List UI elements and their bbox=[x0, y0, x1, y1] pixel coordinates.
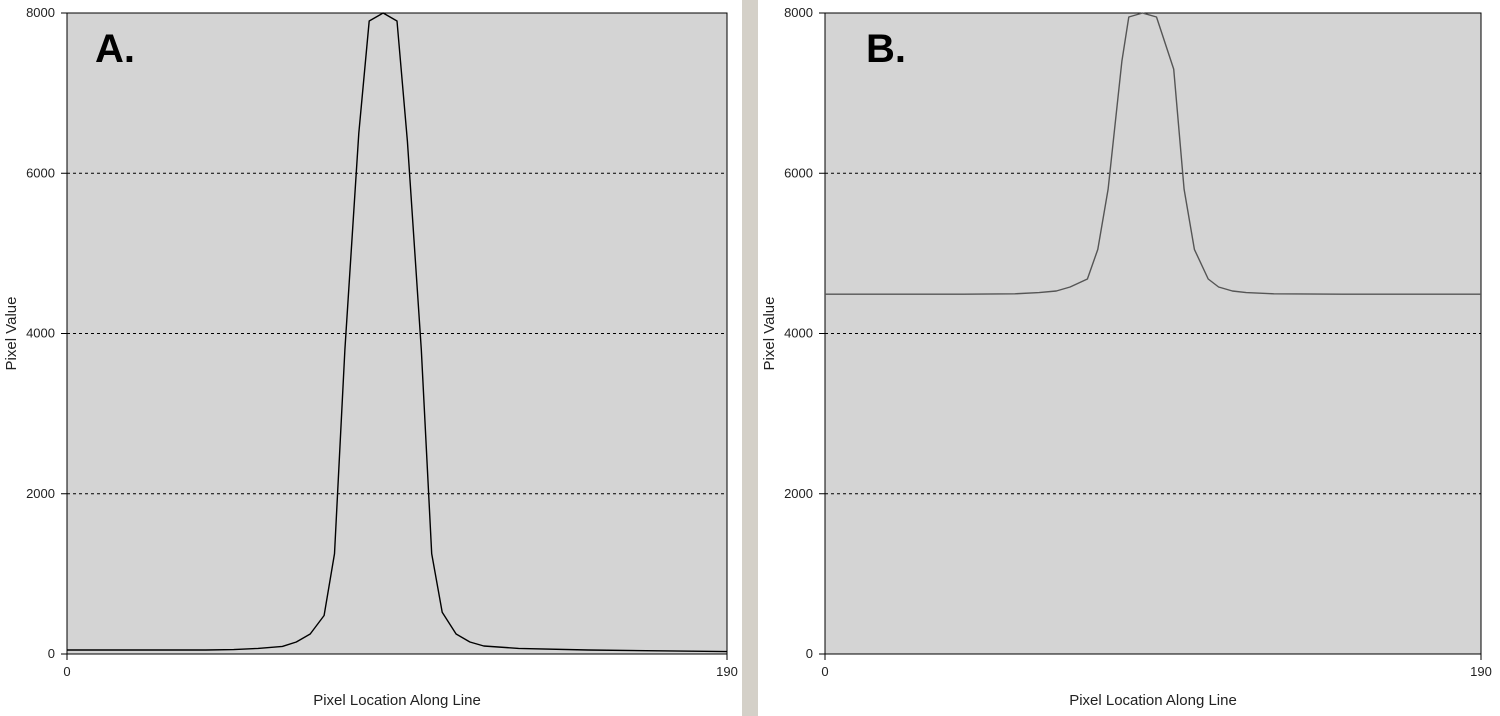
panel-label-b: B. bbox=[866, 27, 906, 71]
y-axis-label-b: Pixel Value bbox=[761, 297, 778, 371]
x-axis-label-b: Pixel Location Along Line bbox=[1069, 692, 1237, 709]
y-tick-label-a-0: 0 bbox=[48, 646, 55, 661]
y-tick-label-b-2: 4000 bbox=[784, 326, 813, 341]
y-tick-label-b-4: 8000 bbox=[784, 5, 813, 20]
chart-panel-a: 0 2000 4000 6000 8000 0 190 Pixel Location Alon… bbox=[0, 0, 742, 716]
line-chart-b: 0 2000 4000 6000 8000 0 190 Pixel Location Alon… bbox=[761, 5, 1492, 709]
x-tick-label-b-1: 190 bbox=[1470, 664, 1492, 679]
chart-panel-b: 0 2000 4000 6000 8000 0 190 Pixel Location Alon… bbox=[758, 0, 1500, 716]
y-tick-label-b-1: 2000 bbox=[784, 486, 813, 501]
panel-divider bbox=[742, 0, 758, 716]
line-chart-a: 0 2000 4000 6000 8000 0 190 Pixel Location Alon… bbox=[3, 5, 738, 709]
x-axis-label-a: Pixel Location Along Line bbox=[313, 692, 481, 709]
x-tick-label-b-0: 0 bbox=[821, 664, 828, 679]
panel-label-a: A. bbox=[95, 27, 135, 71]
y-tick-label-a-3: 6000 bbox=[26, 165, 55, 180]
y-tick-label-b-3: 6000 bbox=[784, 165, 813, 180]
series-line-b-0 bbox=[825, 12, 1481, 295]
y-tick-label-a-2: 4000 bbox=[26, 326, 55, 341]
y-tick-label-b-0: 0 bbox=[806, 646, 813, 661]
y-tick-label-a-4: 8000 bbox=[26, 5, 55, 20]
x-tick-label-a-1: 190 bbox=[716, 664, 738, 679]
x-tick-label-a-0: 0 bbox=[63, 664, 70, 679]
y-tick-label-a-1: 2000 bbox=[26, 486, 55, 501]
y-axis-label-a: Pixel Value bbox=[3, 297, 20, 371]
series-line-a-0 bbox=[67, 12, 728, 653]
